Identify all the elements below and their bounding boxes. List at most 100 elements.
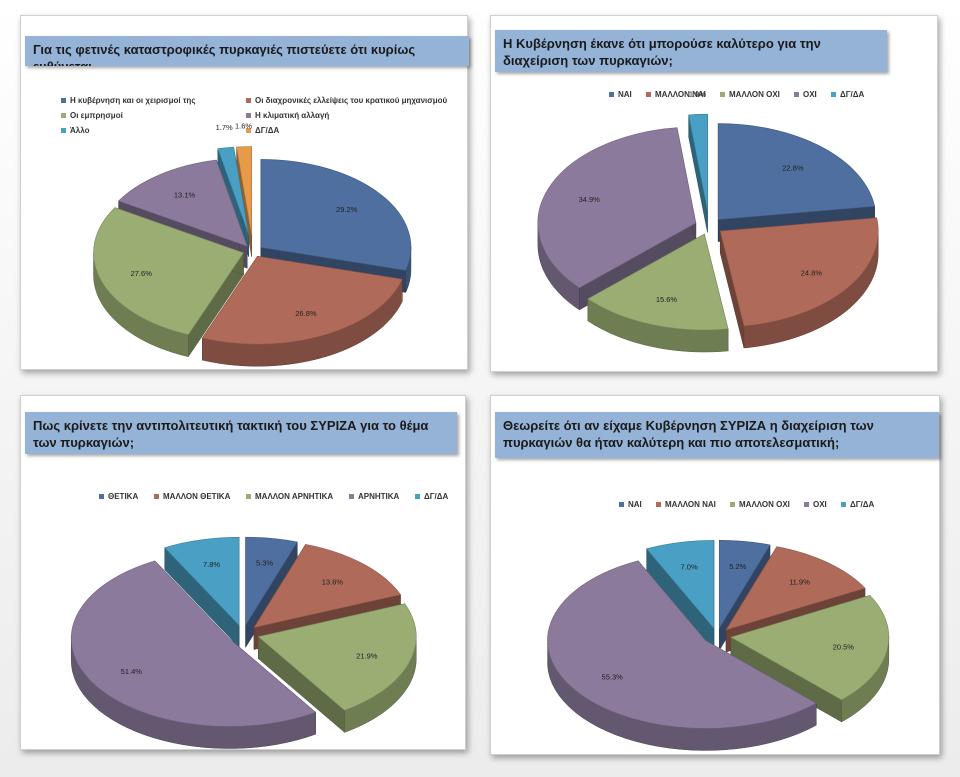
pie-slice <box>688 113 708 233</box>
legend-swatch <box>246 128 251 134</box>
pie-slice-top <box>245 536 298 627</box>
pie-slice <box>93 207 244 358</box>
legend-item: ΜΑΛΛΟΝ ΝΑΙ <box>656 500 716 509</box>
pie-chart-4: 5.2% 11.9% 20.5% 55.3% 7.0% <box>547 540 890 751</box>
legend-item: ΔΓ/ΔΑ <box>831 90 864 99</box>
data-label: 7.8% <box>203 560 220 569</box>
legend-swatch <box>730 502 735 508</box>
legend-swatch <box>841 502 846 508</box>
legend-swatch <box>720 92 725 98</box>
legend-item: ΜΑΛΛΟΝ ΑΡΝΗΤΙΚΑ <box>246 492 333 501</box>
pie-slice <box>646 540 715 652</box>
data-label: 51.4% <box>121 667 143 676</box>
data-label: 1.9% <box>689 89 706 98</box>
legend-swatch <box>61 113 66 119</box>
pie-slice-top <box>201 255 403 345</box>
pie-slice-top <box>118 159 248 247</box>
legend-item: ΝΑΙ <box>609 90 632 99</box>
legend-swatch <box>99 494 104 500</box>
pie-slice <box>587 233 729 353</box>
data-label: 5.2% <box>729 562 746 571</box>
pie-slice-top <box>688 113 708 211</box>
data-label: 21.9% <box>356 652 378 661</box>
chart-panel-1: Για τις φετινές καταστροφικές πυρκαγιές … <box>20 15 469 370</box>
legend-label: Η κλιματική αλλαγή <box>255 111 330 120</box>
data-label: 26.8% <box>295 309 317 318</box>
legend-label: ΜΑΛΛΟΝ ΟΧΙ <box>729 90 780 99</box>
legend-item: ΟΧΙ <box>804 500 827 509</box>
legend-swatch <box>61 128 66 134</box>
legend-swatch <box>656 502 661 508</box>
legend-swatch <box>415 494 420 500</box>
pie-slice-top <box>547 560 817 729</box>
data-label: 29.2% <box>336 205 358 214</box>
legend-label: ΔΓ/ΔΑ <box>424 492 449 501</box>
legend-swatch <box>349 494 354 500</box>
legend-label: ΘΕΤΙΚΑ <box>108 492 139 501</box>
pie-slice-top <box>236 146 252 235</box>
legend-item: ΝΑΙ <box>619 500 642 509</box>
legend-swatch <box>804 502 809 508</box>
legend-label: Οι διαχρονικές ελλείψεις του κρατικού μη… <box>255 96 448 105</box>
data-label: 55.3% <box>602 673 624 682</box>
legend-item: ΜΑΛΛΟΝ ΟΧΙ <box>730 500 790 509</box>
legend-item: Οι εμπρησμοί <box>61 111 123 120</box>
chart-panel-2: Η Κυβέρνηση έκανε ότι μπορούσε καλύτερο … <box>490 15 938 372</box>
pie-slice-top <box>717 123 876 220</box>
legend-label: ΔΓ/ΔΑ <box>840 90 865 99</box>
legend-label: ΜΑΛΛΟΝ ΝΑΙ <box>665 500 716 509</box>
pie-slice-top <box>260 159 412 271</box>
legend-label: Η κυβέρνηση και οι χειρισμοί της <box>70 96 196 105</box>
legend-swatch <box>246 494 251 500</box>
data-label: 34.9% <box>579 195 601 204</box>
legend-swatch <box>619 502 624 508</box>
data-label: 27.6% <box>131 269 153 278</box>
legend-item: Η κλιματική αλλαγή <box>246 111 329 120</box>
legend-swatch <box>154 494 159 500</box>
data-label: 20.5% <box>833 643 855 652</box>
pie-chart-2: 22.8% 24.8% 15.6% 34.9% 1.9% <box>537 89 879 353</box>
legend-label: Άλλο <box>70 126 90 135</box>
legend-label: ΔΓ/ΔΑ <box>255 126 280 135</box>
pie-slice-top <box>537 127 697 289</box>
data-label: 22.8% <box>782 163 804 172</box>
legend-item: ΟΧΙ <box>794 90 817 99</box>
legend-label: ΝΑΙ <box>618 90 632 99</box>
legend-item: Οι διαχρονικές ελλείψεις του κρατικού μη… <box>246 96 447 105</box>
legend-item: ΜΑΛΛΟΝ ΟΧΙ <box>720 90 780 99</box>
legend-swatch <box>246 113 251 119</box>
legend-item: Άλλο <box>61 126 89 135</box>
pie-slice <box>257 603 417 733</box>
pie-slice-top <box>70 560 317 727</box>
legend-item: ΔΓ/ΔΑ <box>246 126 279 135</box>
legend-label: ΟΧΙ <box>813 500 827 509</box>
legend-label: ΑΡΝΗΤΙΚΑ <box>358 492 400 501</box>
pie-slice-top <box>725 546 866 631</box>
pie-slice-top <box>730 594 890 701</box>
data-label: 7.0% <box>681 563 698 572</box>
legend-swatch <box>61 98 66 104</box>
chart-panel-4: Θεωρείτε ότι αν είχαμε Κυβέρνηση ΣΥΡΙΖΑ … <box>490 395 940 755</box>
data-label: 15.6% <box>656 295 678 304</box>
pie-slice <box>730 594 890 723</box>
legend-item: ΔΓ/ΔΑ <box>415 492 448 501</box>
chart-title-2: Η Κυβέρνηση έκανε ότι μπορούσε καλύτερο … <box>495 30 887 72</box>
legend-item: ΜΑΛΛΟΝ ΝΑΙ <box>646 90 706 99</box>
pie-slice <box>70 560 317 749</box>
legend-label: ΜΑΛΛΟΝ ΟΧΙ <box>739 500 790 509</box>
pie-slice <box>201 255 403 367</box>
legend-swatch <box>831 92 836 98</box>
legend-item: Η κυβέρνηση και οι χειρισμοί της <box>61 96 195 105</box>
pie-slice-top <box>253 544 402 628</box>
chart-panel-3: Πως κρίνετε την αντιπολιτευτική τακτική … <box>20 395 466 750</box>
data-label: 13.1% <box>174 191 196 200</box>
legend-swatch <box>246 98 251 104</box>
legend-label: Οι εμπρησμοί <box>70 111 123 120</box>
data-label: 1.7% <box>216 123 233 132</box>
pie-slice <box>719 217 879 349</box>
pie-slice-top <box>93 207 244 336</box>
data-label: 11.9% <box>789 578 810 587</box>
legend-swatch <box>794 92 799 98</box>
pie-slice-top <box>217 146 250 235</box>
legend-label: ΝΑΙ <box>628 500 642 509</box>
